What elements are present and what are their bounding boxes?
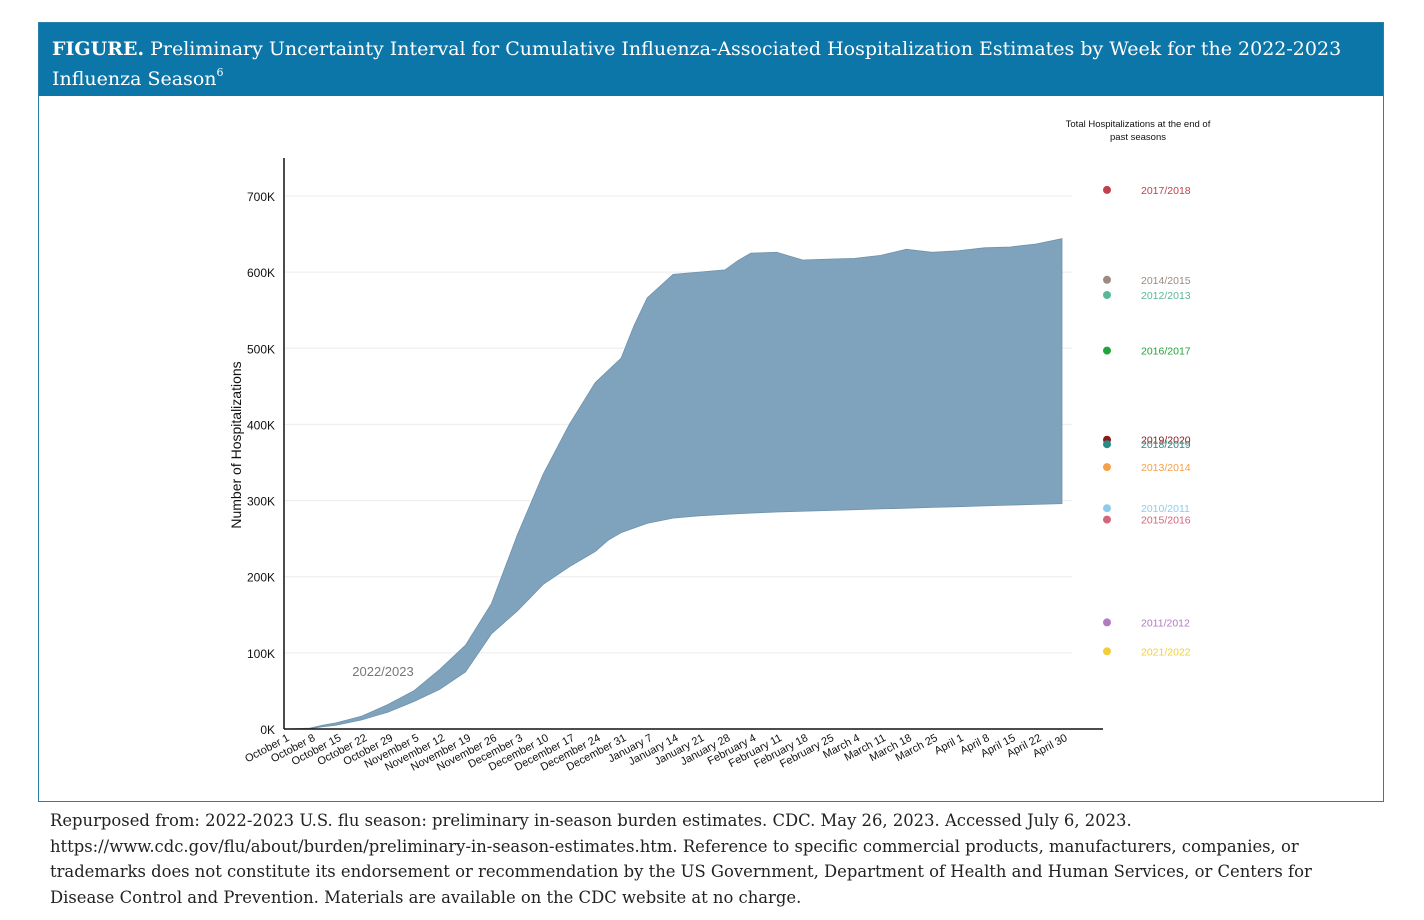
- season-dot-2014-2015: [1103, 275, 1111, 284]
- season-dot-2013-2014: [1103, 463, 1111, 472]
- band-label: 2022/2023: [352, 664, 413, 679]
- figure-label: FIGURE.: [52, 38, 145, 60]
- legend-title: Total Hospitalizations at the end of past…: [1066, 119, 1211, 143]
- source-caption: Repurposed from: 2022-2023 U.S. flu seas…: [50, 811, 1312, 907]
- season-dot-2018-2019: [1103, 440, 1111, 449]
- season-dot-2010-2011: [1103, 504, 1111, 513]
- figure-box: FIGURE. Preliminary Uncertainty Interval…: [38, 22, 1384, 802]
- y-tick-label: 400K: [247, 418, 275, 432]
- figure-title: Preliminary Uncertainty Interval for Cum…: [52, 38, 1342, 90]
- figure-footnote: 6: [216, 66, 224, 79]
- y-axis-label: Number of Hospitalizations: [228, 361, 244, 528]
- y-tick-label: 200K: [247, 571, 275, 585]
- season-label: 2013/2014: [1141, 462, 1191, 474]
- y-tick-label: 300K: [247, 495, 275, 509]
- past-seasons-legend: Total Hospitalizations at the end of past…: [1066, 119, 1211, 658]
- season-label: 2014/2015: [1141, 275, 1191, 287]
- season-label: 2019/2020: [1141, 435, 1191, 447]
- season-label: 2017/2018: [1141, 185, 1191, 197]
- season-dot-2011-2012: [1103, 618, 1111, 627]
- uncertainty-band-layer: [283, 238, 1063, 730]
- season-dot-2017-2018: [1103, 185, 1111, 194]
- season-label: 2021/2022: [1141, 646, 1191, 658]
- season-label: 2015/2016: [1141, 515, 1191, 527]
- season-label: 2016/2017: [1141, 346, 1191, 358]
- season-label: 2018/2019: [1141, 439, 1191, 451]
- season-dot-2012-2013: [1103, 291, 1111, 299]
- figure-header: FIGURE. Preliminary Uncertainty Interval…: [39, 23, 1383, 96]
- hospitalization-chart: 0K 100K 200K 300K 400K 500K 600K 700K October 1…: [228, 119, 1211, 774]
- season-label: 2010/2011: [1141, 503, 1190, 515]
- season-label: 2012/2013: [1141, 290, 1191, 302]
- y-tick-labels: 0K 100K 200K 300K 400K 500K 600K 700K: [247, 190, 275, 737]
- y-tick-label: 500K: [247, 342, 275, 356]
- y-tick-label: 0K: [260, 723, 275, 737]
- y-tick-label: 600K: [247, 266, 275, 280]
- y-tick-label: 700K: [247, 190, 275, 204]
- season-dot-2016-2017: [1103, 346, 1111, 355]
- y-tick-label: 100K: [247, 647, 275, 661]
- season-dot-2021-2022: [1103, 647, 1111, 656]
- season-dot-2015-2016: [1103, 515, 1111, 524]
- axes: [283, 158, 1103, 730]
- season-label: 2011/2012: [1141, 617, 1190, 629]
- uncertainty-band: [283, 238, 1063, 730]
